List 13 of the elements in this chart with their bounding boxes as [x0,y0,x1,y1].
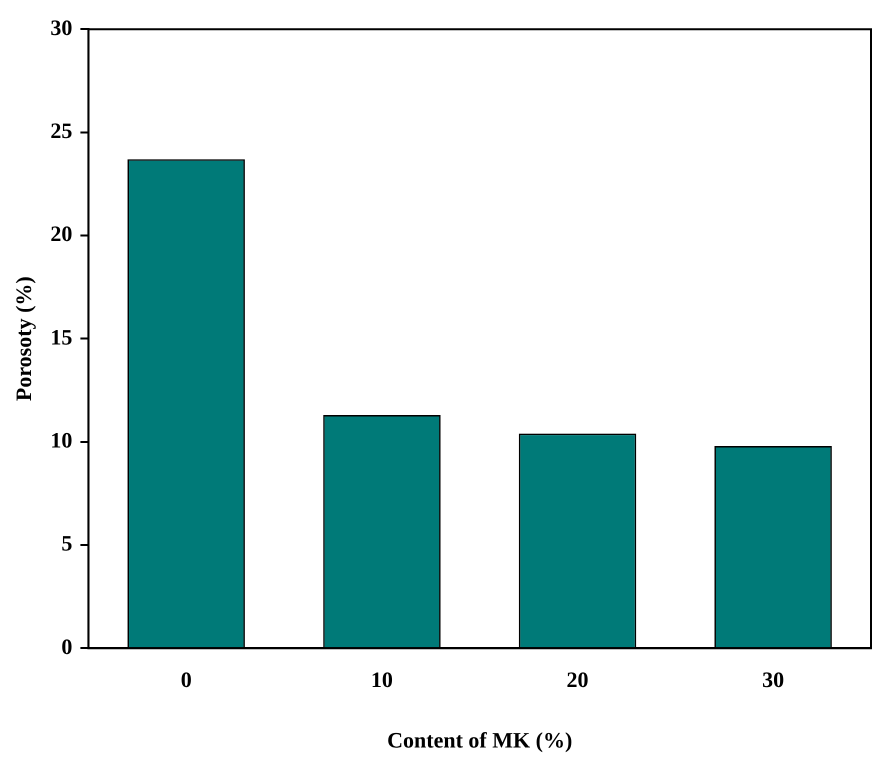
x-axis-title: Content of MK (%) [387,727,572,752]
x-tick-label: 20 [566,667,589,692]
y-tick-label: 0 [61,634,72,659]
x-tick-label: 0 [180,667,192,692]
x-tick-label: 10 [370,667,393,692]
y-tick-label: 5 [61,530,72,556]
y-tick-label: 25 [50,118,72,144]
y-tick-label: 10 [50,428,72,453]
y-tick-label: 30 [50,14,72,40]
x-tick-label: 30 [762,667,784,692]
y-tick-label: 20 [50,221,72,246]
y-tick-label: 15 [50,324,72,350]
y-axis-title: Porosoty (%) [10,276,36,402]
